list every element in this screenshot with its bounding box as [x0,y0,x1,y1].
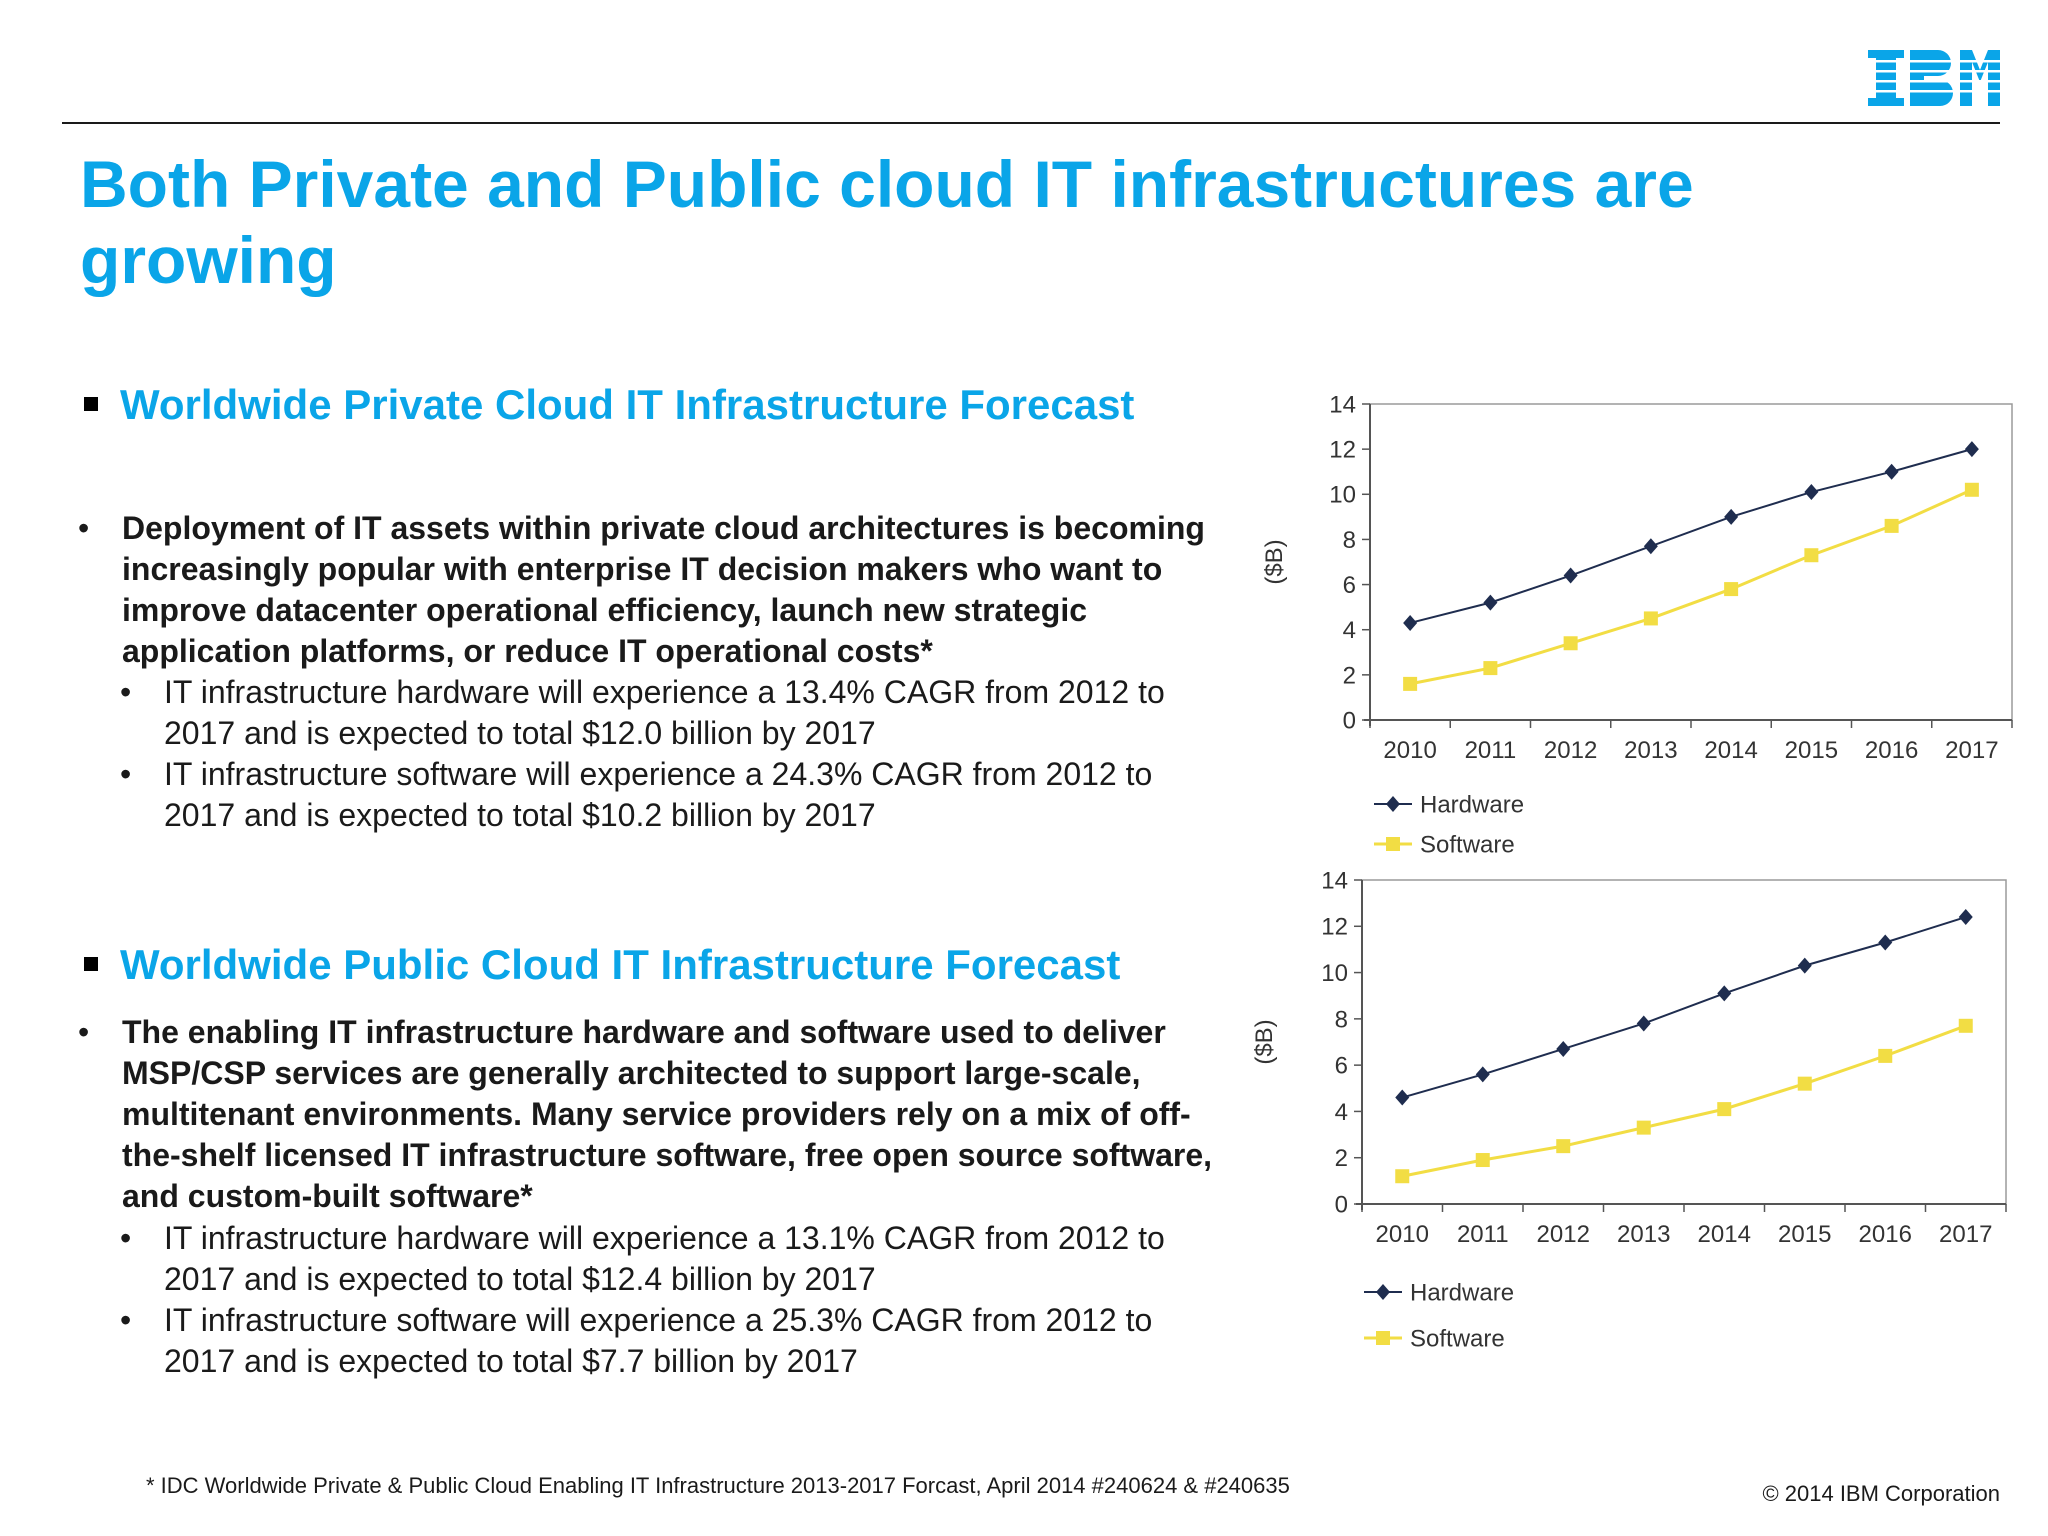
x-tick-label: 2016 [1859,1221,1912,1248]
y-tick-label: 14 [1321,867,1348,894]
x-tick-label: 2010 [1383,737,1436,764]
series-line-software [1409,488,1973,686]
ibm-logo [1868,50,2000,106]
y-tick-label: 12 [1321,914,1348,941]
series-line-hardware [1401,916,1967,1099]
public-cloud-heading: Worldwide Public Cloud IT Infrastructure… [84,938,1244,992]
y-tick-label: 10 [1321,960,1348,987]
y-tick-label: 4 [1335,1099,1348,1126]
point-software [1636,1120,1651,1135]
header-rule [62,122,2000,124]
point-software [1643,611,1658,626]
point-hardware [1884,463,1899,480]
public-sub-bullet-hardware: • IT infrastructure hardware will experie… [120,1220,1165,1297]
y-axis-label: ($B) [1261,539,1288,584]
footnote: * IDC Worldwide Private & Public Cloud E… [146,1473,1290,1498]
point-software [1878,1048,1893,1063]
x-tick-label: 2013 [1624,737,1677,764]
point-hardware [1475,1066,1490,1083]
point-software [1556,1139,1571,1154]
point-hardware [1636,1015,1651,1032]
plot-frame [1361,879,2007,1205]
y-tick-label: 2 [1335,1145,1348,1172]
y-axis-label: ($B) [1251,1019,1278,1064]
y-tick-label: 10 [1329,482,1356,509]
public-cloud-bullet: • The enabling IT infrastructure hardware… [78,1014,1213,1214]
point-hardware [1878,934,1893,951]
y-tick-label: 8 [1343,527,1356,554]
point-software [1475,1153,1490,1168]
point-hardware [1717,985,1732,1002]
point-hardware [1395,1089,1410,1106]
y-tick-label: 2 [1343,662,1356,689]
square-bullet-icon [84,397,98,411]
copyright: © 2014 IBM Corporation [1762,1481,2000,1506]
x-tick-label: 2014 [1704,737,1757,764]
y-tick-label: 14 [1329,391,1356,418]
y-tick-label: 12 [1329,437,1356,464]
point-hardware [1643,538,1658,555]
x-tick-label: 2015 [1785,737,1838,764]
point-hardware [1403,614,1418,631]
x-tick-label: 2016 [1865,737,1918,764]
point-hardware [1804,484,1819,501]
legend-marker-hardware [1376,1284,1390,1300]
legend-marker-software [1386,837,1400,851]
point-software [1395,1169,1410,1184]
point-hardware [1563,567,1578,584]
legend-marker-software [1376,1331,1390,1345]
y-tick-label: 6 [1343,572,1356,599]
x-tick-label: 2012 [1544,737,1597,764]
point-software [1483,661,1498,676]
point-hardware [1964,441,1979,458]
y-tick-label: 0 [1335,1191,1348,1218]
x-tick-label: 2017 [1939,1221,1992,1248]
legend-marker-hardware [1386,796,1400,812]
x-tick-label: 2017 [1945,737,1998,764]
x-tick-label: 2013 [1617,1221,1670,1248]
y-tick-label: 0 [1343,707,1356,734]
public-sub-bullet-software: • IT infrastructure software will experie… [120,1302,1153,1379]
point-software [1724,582,1739,597]
x-tick-label: 2011 [1465,737,1517,764]
square-bullet-icon [84,957,98,971]
public-cloud-chart: 0 2 4 6 8 10 12 14 2010 2011 2012 2013 2014 2015 2016 2… [1251,867,2007,1352]
x-tick-label: 2012 [1537,1221,1590,1248]
point-hardware [1797,957,1812,974]
y-tick-label: 6 [1335,1053,1348,1080]
private-cloud-heading: Worldwide Private Cloud IT Infrastructur… [84,378,1244,432]
point-software [1958,1018,1973,1033]
private-sub-bullet-software: • IT infrastructure software will experie… [120,756,1153,833]
private-cloud-chart: 0 2 4 6 8 10 12 14 2010 2011 2012 2013 2014 2015 2016 2… [1261,391,2013,858]
private-cloud-bullet: • Deployment of IT assets within private … [78,510,1205,669]
x-tick-label: 2011 [1457,1221,1509,1248]
x-tick-label: 2010 [1376,1221,1429,1248]
point-hardware [1483,594,1498,611]
slide-title: Both Private and Public cloud IT infrast… [80,147,1694,297]
point-software [1403,676,1418,691]
series-line-software [1401,1024,1967,1178]
point-hardware [1724,508,1739,525]
point-software [1884,518,1899,533]
series-line-hardware [1409,448,1973,624]
point-software [1563,636,1578,651]
point-software [1717,1102,1732,1117]
point-hardware [1556,1040,1571,1057]
point-software [1797,1076,1812,1091]
y-tick-label: 4 [1343,617,1356,644]
x-tick-label: 2014 [1698,1221,1751,1248]
private-sub-bullet-hardware: • IT infrastructure hardware will experie… [120,674,1165,751]
y-tick-label: 8 [1335,1006,1348,1033]
legend-label-hardware: Hardware [1410,1279,1514,1306]
point-hardware [1958,909,1973,926]
point-software [1804,548,1819,563]
point-software [1964,482,1979,497]
legend-label-software: Software [1420,831,1515,858]
legend-label-software: Software [1410,1325,1505,1352]
legend-label-hardware: Hardware [1420,791,1524,818]
x-tick-label: 2015 [1778,1221,1831,1248]
